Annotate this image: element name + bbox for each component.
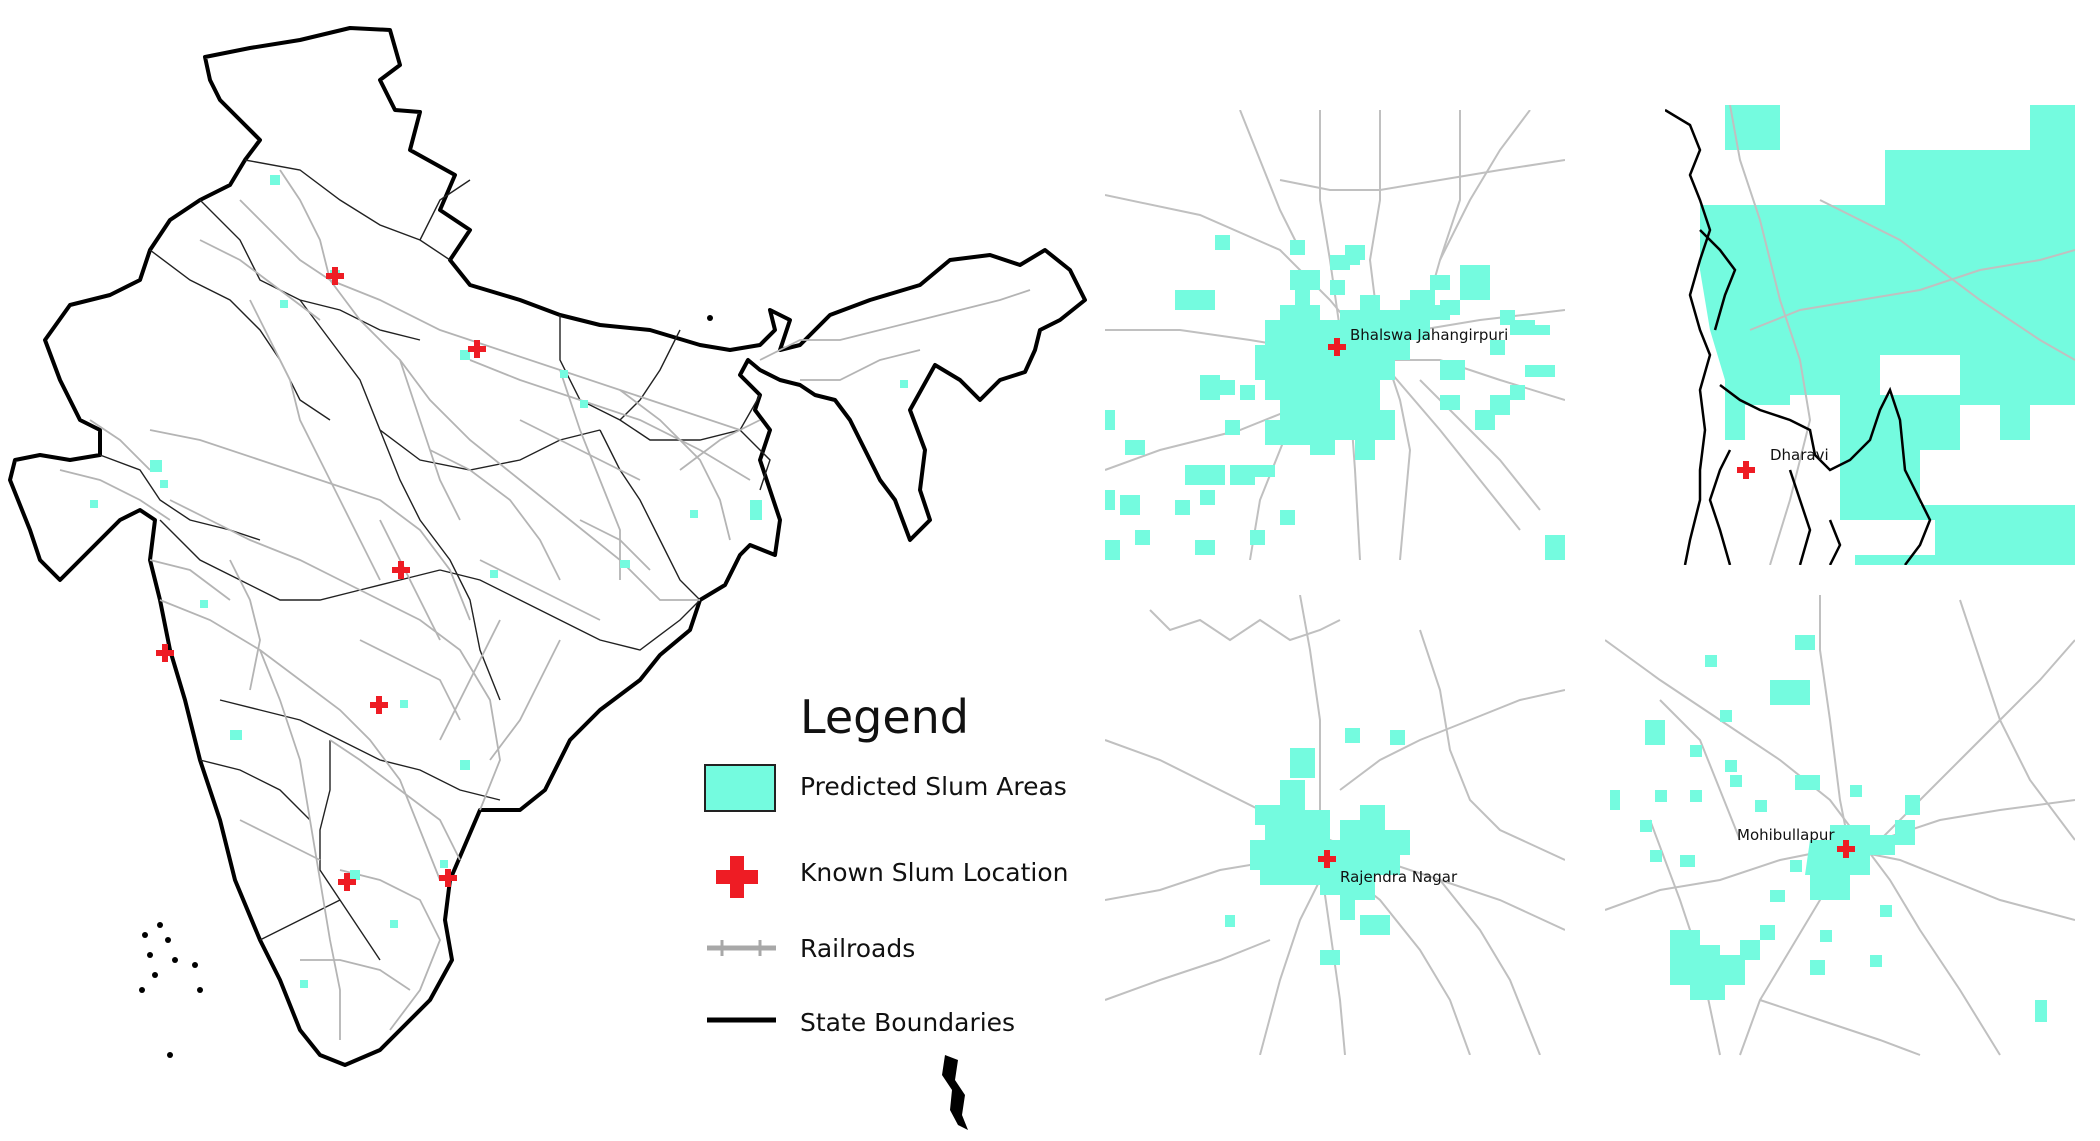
red-cross-icon <box>716 856 758 898</box>
red-cross-marker <box>439 869 457 887</box>
legend-label-known-slum: Known Slum Location <box>800 858 1069 887</box>
legend-label-predicted-slum: Predicted Slum Areas <box>800 772 1067 801</box>
railroad-line-icon <box>707 940 776 956</box>
red-cross-marker <box>1328 338 1346 356</box>
inset-mohibullapur <box>1605 595 2075 1056</box>
inset-label-mohibullapur: Mohibullapur <box>1737 826 1835 844</box>
legend-label-railroads: Railroads <box>800 934 916 963</box>
red-cross-marker <box>1737 461 1755 479</box>
inset-label-bhalswa: Bhalswa Jahangirpuri <box>1350 326 1509 344</box>
red-cross-marker <box>326 267 344 285</box>
state-boundaries <box>99 159 771 961</box>
islands <box>139 315 968 1130</box>
slum-swatch <box>704 764 776 812</box>
red-cross-marker <box>370 696 388 714</box>
legend-label-state-boundaries: State Boundaries <box>800 1008 1016 1037</box>
india-slum-markers <box>156 267 486 891</box>
inset-bhalswa <box>1105 110 1565 560</box>
red-cross-marker <box>1837 840 1855 858</box>
legend <box>704 764 776 1023</box>
legend-title: Legend <box>800 690 969 744</box>
red-cross-marker <box>338 873 356 891</box>
inset-dharavi <box>1665 105 2075 565</box>
india-outline <box>8 26 1087 1067</box>
inset-rajendra <box>1105 595 1565 1055</box>
red-cross-marker <box>468 340 486 358</box>
red-cross-marker <box>156 644 174 662</box>
railroad-network <box>59 169 1031 1040</box>
red-cross-marker <box>1318 850 1336 868</box>
red-cross-marker <box>392 561 410 579</box>
india-map <box>8 26 1087 1130</box>
inset-label-dharavi: Dharavi <box>1770 446 1829 464</box>
inset-label-rajendra: Rajendra Nagar <box>1340 868 1458 886</box>
